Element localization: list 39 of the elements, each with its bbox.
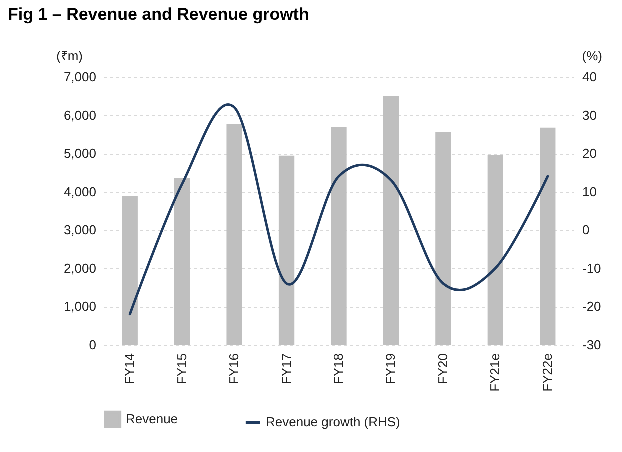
- y2-tick-label: -10: [582, 260, 602, 276]
- x-tick-label: FY19: [383, 354, 398, 385]
- legend-label: Revenue: [126, 411, 178, 426]
- x-tick-label: FY18: [331, 354, 346, 385]
- y-tick-label: 3,000: [64, 222, 96, 238]
- bar: [278, 156, 295, 345]
- bar: [331, 127, 347, 345]
- y2-tick-label: 0: [582, 222, 590, 238]
- bar: [488, 155, 504, 345]
- x-tick-label: FY16: [226, 354, 242, 385]
- legend-label: Revenue growth (RHS): [266, 414, 400, 430]
- x-tick-label: FY20: [435, 354, 450, 385]
- x-tick-label: FY21e: [488, 354, 503, 392]
- bar: [436, 132, 452, 345]
- bar: [226, 124, 242, 345]
- x-tick-label: FY17: [278, 354, 294, 385]
- bar: [122, 196, 138, 345]
- y2-axis-title: (%): [582, 48, 602, 64]
- bar: [540, 128, 556, 345]
- y-axis-title: (₹m): [56, 48, 83, 64]
- y2-tick-label: -20: [582, 299, 602, 314]
- y-tick-label: 6,000: [64, 108, 96, 123]
- y2-tick-label: 40: [582, 70, 597, 84]
- y-tick-label: 1,000: [64, 299, 96, 314]
- y-tick-label: 7,000: [64, 70, 96, 84]
- y2-tick-label: 20: [582, 146, 597, 162]
- x-tick-label: FY14: [122, 354, 138, 385]
- y-tick-label: 0: [89, 338, 96, 352]
- y-tick-label: 5,000: [64, 146, 96, 162]
- y2-tick-label: 10: [582, 184, 597, 200]
- y2-tick-label: -30: [582, 338, 602, 352]
- y-tick-label: 4,000: [64, 184, 96, 200]
- bar: [383, 96, 400, 345]
- x-tick-label: FY15: [174, 354, 190, 385]
- x-tick-label: FY22e: [540, 354, 555, 392]
- bar: [174, 178, 190, 345]
- y2-tick-label: 30: [582, 108, 597, 123]
- chart-title: Fig 1 – Revenue and Revenue growth: [8, 5, 310, 24]
- y-tick-label: 2,000: [64, 260, 96, 276]
